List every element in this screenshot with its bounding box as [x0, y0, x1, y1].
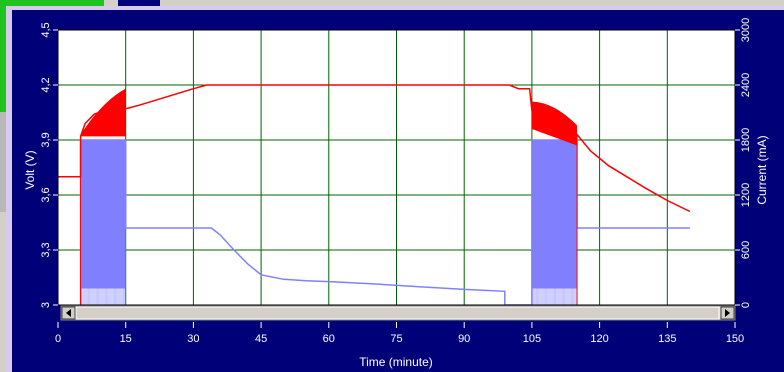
x-tick-label: 90	[458, 333, 470, 345]
chart-panel: 0 15 30 45 60 75 90 105 120 135 150 3 3,3 3,6 3,9 4,2 4…	[12, 10, 784, 372]
battery-chart: 0 15 30 45 60 75 90 105 120 135 150 3 3,3 3,6 3,9 4,2 4…	[23, 18, 769, 369]
x-tick-label: 120	[590, 333, 608, 345]
x-tick-label: 15	[120, 333, 132, 345]
current-pulse-band-0	[80, 140, 126, 289]
y-axis-title: Volt (V)	[23, 150, 37, 189]
y-tick-label: 4,5	[40, 22, 52, 37]
x-tick-label: 75	[390, 333, 402, 345]
x-tick-label: 150	[726, 333, 744, 345]
y2-tick-label: 3000	[740, 18, 752, 42]
arrow-right-icon	[725, 309, 730, 317]
current-line	[79, 139, 690, 306]
background-window-edge	[0, 112, 10, 212]
x-tick-label: 45	[255, 333, 267, 345]
y2-tick-label: 1800	[740, 128, 752, 152]
y-tick-label: 3,9	[40, 132, 52, 147]
y2-tick-label: 1200	[740, 183, 752, 207]
x-axis-title: Time (minute)	[359, 355, 433, 369]
voltage-ripple-band-0	[80, 88, 126, 137]
scrollbar-thumb[interactable]	[75, 306, 720, 320]
current-series	[79, 139, 690, 306]
y2-axis-title: Current (mA)	[755, 135, 769, 204]
y2-tick-label: 0	[740, 302, 752, 308]
x-tick-label: 0	[55, 333, 61, 345]
x-tick-label: 60	[323, 333, 335, 345]
y2-tick-label: 600	[740, 241, 752, 259]
x-tick-label: 30	[187, 333, 199, 345]
y2-tick-label: 2400	[740, 73, 752, 97]
x-axis-ticks: 0 15 30 45 60 75 90 105 120 135 150	[55, 322, 744, 345]
current-pulse-band-1	[531, 140, 578, 289]
y-tick-label: 3,3	[40, 242, 52, 257]
voltage-ripple-band-1	[531, 101, 578, 146]
background-toolbar-icon	[118, 0, 160, 8]
x-tick-label: 135	[658, 333, 676, 345]
y2-axis-ticks: 0 600 1200 1800 2400 3000	[735, 18, 752, 308]
y-axis-ticks: 3 3,3 3,6 3,9 4,2 4,5	[40, 22, 58, 308]
y-tick-label: 3,6	[40, 187, 52, 202]
y-tick-label: 3	[40, 302, 52, 308]
voltage-series	[58, 84, 691, 305]
y-tick-label: 4,2	[40, 77, 52, 92]
arrow-left-icon	[66, 309, 71, 317]
horizontal-scrollbar[interactable]	[60, 305, 736, 321]
voltage-line	[58, 84, 691, 213]
x-tick-label: 105	[523, 333, 541, 345]
plot-border	[57, 29, 736, 306]
